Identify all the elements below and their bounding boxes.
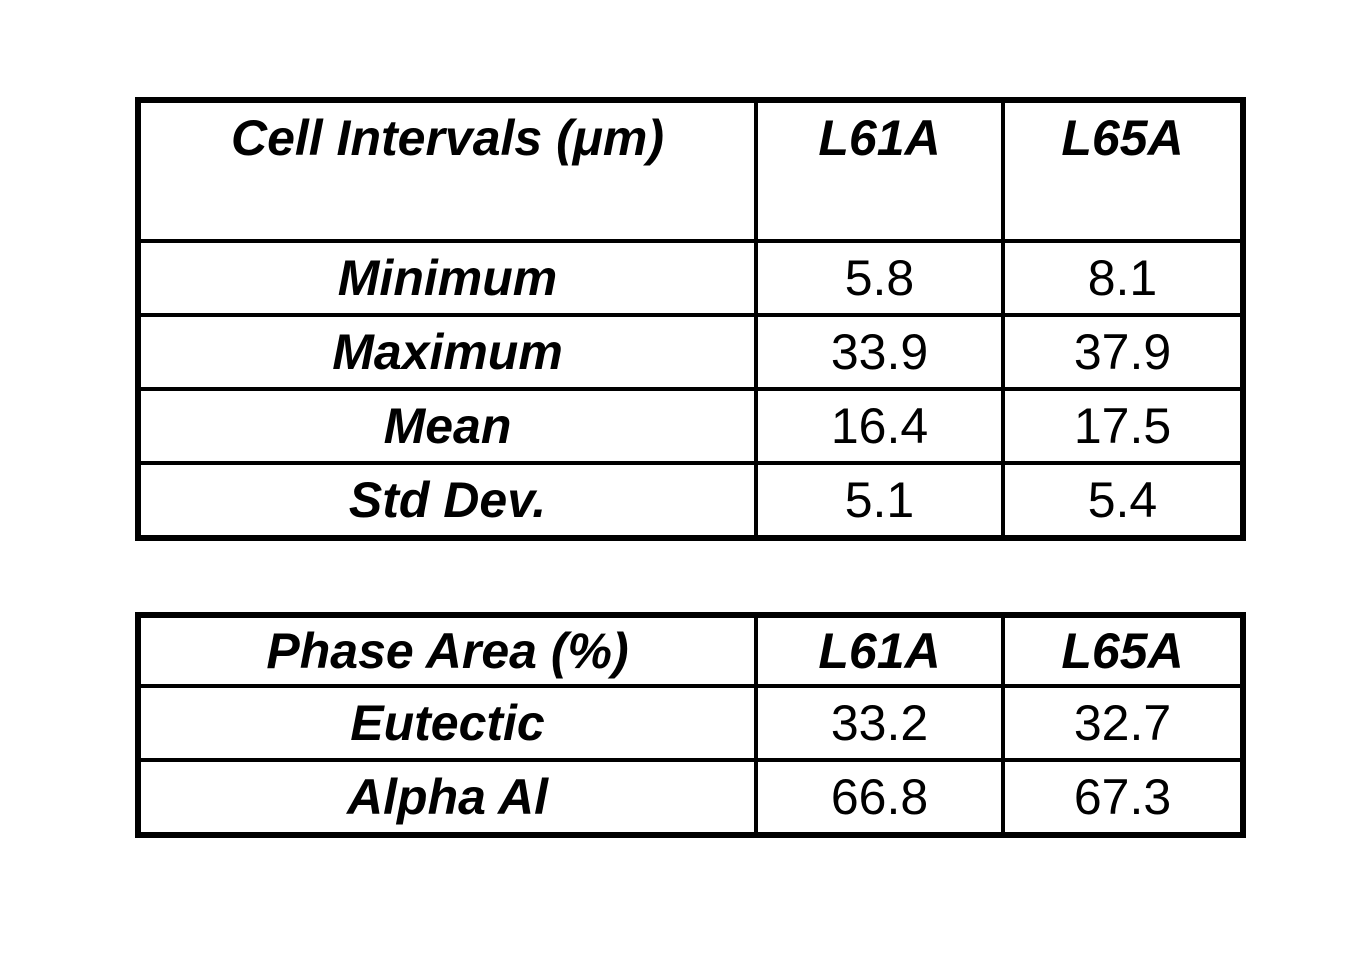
mean-l65a-value: 17.5 <box>1001 387 1245 465</box>
std-dev-l61a-value: 5.1 <box>754 461 1005 540</box>
minimum-l61a-value: 5.8 <box>754 239 1005 317</box>
row-label-alpha-al: Alpha Al <box>136 758 758 837</box>
row-label-eutectic: Eutectic <box>136 684 758 762</box>
std-dev-l65a-value: 5.4 <box>1001 461 1245 540</box>
phase-area-title: Phase Area (%) <box>136 613 758 688</box>
row-label-std-dev: Std Dev. <box>136 461 758 540</box>
maximum-l65a-value: 37.9 <box>1001 313 1245 391</box>
phase-area-header-row: Phase Area (%) L61A L65A <box>136 613 1245 688</box>
table-row-mean: Mean 16.4 17.5 <box>136 387 1245 465</box>
column-header-l65a: L65A <box>1001 613 1245 688</box>
phase-area-table: Phase Area (%) L61A L65A Eutectic 33.2 3… <box>135 612 1246 838</box>
column-header-l61a: L61A <box>754 613 1005 688</box>
alpha-al-l61a-value: 66.8 <box>754 758 1005 837</box>
table-row-eutectic: Eutectic 33.2 32.7 <box>136 684 1245 762</box>
alpha-al-l65a-value: 67.3 <box>1001 758 1245 837</box>
table-row-alpha-al: Alpha Al 66.8 67.3 <box>136 758 1245 837</box>
row-label-maximum: Maximum <box>136 313 758 391</box>
row-label-minimum: Minimum <box>136 239 758 317</box>
maximum-l61a-value: 33.9 <box>754 313 1005 391</box>
column-header-l65a: L65A <box>1001 98 1245 243</box>
table-row-std-dev: Std Dev. 5.1 5.4 <box>136 461 1245 540</box>
cell-intervals-title: Cell Intervals (μm) <box>136 98 758 243</box>
eutectic-l65a-value: 32.7 <box>1001 684 1245 762</box>
eutectic-l61a-value: 33.2 <box>754 684 1005 762</box>
column-header-l61a: L61A <box>754 98 1005 243</box>
cell-intervals-table: Cell Intervals (μm) L61A L65A Minimum 5.… <box>135 97 1246 541</box>
table-row-minimum: Minimum 5.8 8.1 <box>136 239 1245 317</box>
table-row-maximum: Maximum 33.9 37.9 <box>136 313 1245 391</box>
cell-intervals-header-row: Cell Intervals (μm) L61A L65A <box>136 98 1245 243</box>
minimum-l65a-value: 8.1 <box>1001 239 1245 317</box>
row-label-mean: Mean <box>136 387 758 465</box>
mean-l61a-value: 16.4 <box>754 387 1005 465</box>
